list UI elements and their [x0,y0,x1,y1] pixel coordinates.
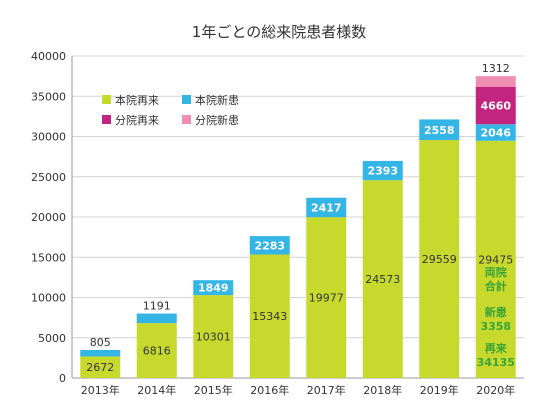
bar-segment [249,236,290,255]
bars [80,76,516,378]
annotation-heading-line1: 両院 [485,265,507,279]
x-tick-label: 2013年 [81,383,120,397]
legend-swatch [182,115,191,124]
data-label: 29559 [422,253,457,266]
y-tick-label: 10000 [31,292,66,305]
y-tick-label: 0 [59,372,66,385]
bar-segment [136,313,177,324]
bar-segment [80,356,121,378]
legend-label: 分院新患 [195,113,239,127]
y-tick-label: 5000 [38,332,66,345]
bar-segment [475,76,516,87]
data-label: 2283 [254,239,285,252]
bar-segment [362,160,403,181]
annotation-return-value: 34135 [477,356,515,369]
legend-swatch [102,115,111,124]
x-tick-label: 2017年 [307,383,346,397]
data-label: 1191 [143,300,171,313]
x-tick-label: 2015年 [194,383,233,397]
grid-lines [72,55,524,339]
data-label: 805 [90,336,111,349]
bar-segment [249,254,290,378]
bar-segment [306,197,347,218]
legend-swatch [182,95,191,104]
data-label: 2393 [367,165,398,178]
legend-label: 本院新患 [195,93,239,107]
bar-segment [419,140,460,378]
bar-segment [80,350,121,357]
x-tick-label: 2014年 [137,383,176,397]
bar-segment [475,86,516,125]
bar-segment [193,295,234,378]
bar-segment [193,280,234,296]
data-label: 2046 [480,126,511,139]
bar-segment [362,180,403,378]
data-label: 2417 [311,201,342,214]
bar-segment [419,119,460,141]
legend-label: 分院再来 [115,113,159,127]
data-label: 19977 [309,292,344,305]
bar-segment [306,217,347,378]
data-label: 4660 [480,99,511,112]
data-label: 1312 [482,62,510,75]
legend-swatch [102,95,111,104]
x-tick-label: 2020年 [476,383,515,397]
data-label: 2672 [86,361,114,374]
data-label: 10301 [196,331,231,344]
y-tick-label: 15000 [31,251,66,264]
legend-label: 本院再来 [115,93,159,107]
data-labels: 2672 805 6816 1191 10301 1849 15343 2283 19977 24… [86,62,513,374]
data-label: 24573 [365,273,400,286]
y-tick-label: 20000 [31,211,66,224]
data-label: 2558 [424,124,455,137]
data-label: 15343 [252,310,287,323]
x-tick-label: 2016年 [250,383,289,397]
chart-title: 1年ごとの総来院患者様数 [192,23,366,41]
annotation-heading-line2: 合計 [485,279,507,293]
bar-segment [475,140,516,378]
annotation-new-label: 新患 [485,305,507,319]
annotation-return-label: 再来 [485,341,508,355]
x-tick-label: 2019年 [420,383,459,397]
bar-segment [136,323,177,378]
x-tick-label: 2018年 [363,383,402,397]
data-label: 29475 [478,253,513,266]
y-tick-label: 30000 [31,131,66,144]
y-tick-label: 35000 [31,90,66,103]
y-tick-label: 25000 [31,171,66,184]
y-tick-label: 40000 [31,50,66,63]
bar-segment [475,124,516,141]
data-label: 1849 [198,282,229,295]
annotation-new-value: 3358 [480,320,511,333]
data-label: 6816 [143,345,171,358]
